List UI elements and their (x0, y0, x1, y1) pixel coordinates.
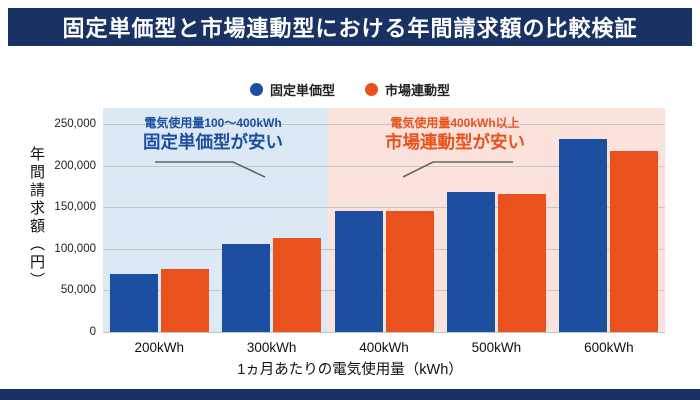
bar-group (215, 124, 327, 332)
y-tick-label: 150,000 (54, 201, 96, 214)
bar-group (103, 124, 215, 332)
annotation-right-range: 電気使用量400kWh以上 (390, 116, 520, 130)
y-tick-label: 100,000 (54, 242, 96, 255)
footer-bar (0, 389, 700, 400)
y-axis-label: 年間請求額（円） (28, 146, 45, 290)
legend-item-market: 市場連動型 (365, 80, 450, 99)
y-tick-label: 250,000 (54, 118, 96, 130)
bar (559, 138, 608, 332)
legend-dot-icon (249, 83, 263, 96)
legend-item-fixed: 固定単価型 (249, 80, 335, 99)
gridline (103, 165, 665, 167)
x-tick-label: 600kWh (584, 340, 634, 355)
range-bracket-right-icon (402, 161, 513, 178)
legend-label: 市場連動型 (385, 83, 451, 98)
y-tick-label: 50,000 (60, 284, 96, 297)
y-tick-labels: 0 50,000 100,000 150,000 200,000 250,000 (30, 118, 96, 338)
bar (109, 273, 158, 332)
annotation-left-text: 固定単価型が安い (143, 132, 283, 152)
bar (446, 192, 495, 332)
bar (334, 211, 383, 332)
gridline (103, 124, 665, 125)
page-title-banner: 固定単価型と市場連動型における年間請求額の比較検証 (8, 8, 692, 46)
gridline (103, 248, 665, 250)
plot-grid (103, 124, 665, 333)
bar (497, 193, 546, 332)
y-tick-label: 200,000 (54, 159, 96, 172)
x-tick-label: 400kWh (359, 340, 409, 355)
x-tick-labels: 200kWh 300kWh 400kWh 500kWh 600kWh (103, 340, 665, 355)
x-tick-label: 300kWh (246, 340, 297, 355)
bar (385, 210, 434, 332)
annotation-right: 電気使用量400kWh以上 市場連動型が安い (346, 116, 564, 180)
x-tick-label: 500kWh (471, 340, 522, 355)
bar-groups (103, 124, 665, 332)
bar (222, 243, 271, 332)
x-tick-label: 200kWh (134, 340, 184, 355)
market-cheaper-zone (327, 108, 665, 332)
gridline (103, 290, 665, 292)
bar-group (553, 124, 665, 332)
bar-group (440, 124, 552, 332)
bar (273, 237, 322, 332)
x-axis-label: 1ヵ月あたりの電気使用量（kWh） (237, 362, 463, 378)
gridline (103, 207, 665, 209)
gridline (103, 332, 665, 333)
legend-dot-icon (365, 83, 378, 96)
annotation-right-text: 市場連動型が安い (385, 132, 525, 152)
y-tick-label: 0 (89, 326, 96, 338)
annotation-left-range: 電気使用量100〜400kWh (144, 116, 282, 130)
bar (160, 268, 209, 332)
plot-area: 電気使用量100〜400kWh 固定単価型が安い 電気使用量400kWh以上 市… (103, 108, 665, 333)
page-title: 固定単価型と市場連動型における年間請求額の比較検証 (62, 16, 638, 41)
range-bracket-left-icon (155, 161, 266, 178)
chart-legend: 固定単価型 市場連動型 (0, 80, 700, 99)
bar (610, 150, 659, 332)
bar-group (328, 124, 440, 332)
legend-label: 固定単価型 (269, 83, 335, 98)
annotation-left: 電気使用量100〜400kWh 固定単価型が安い (107, 116, 319, 180)
